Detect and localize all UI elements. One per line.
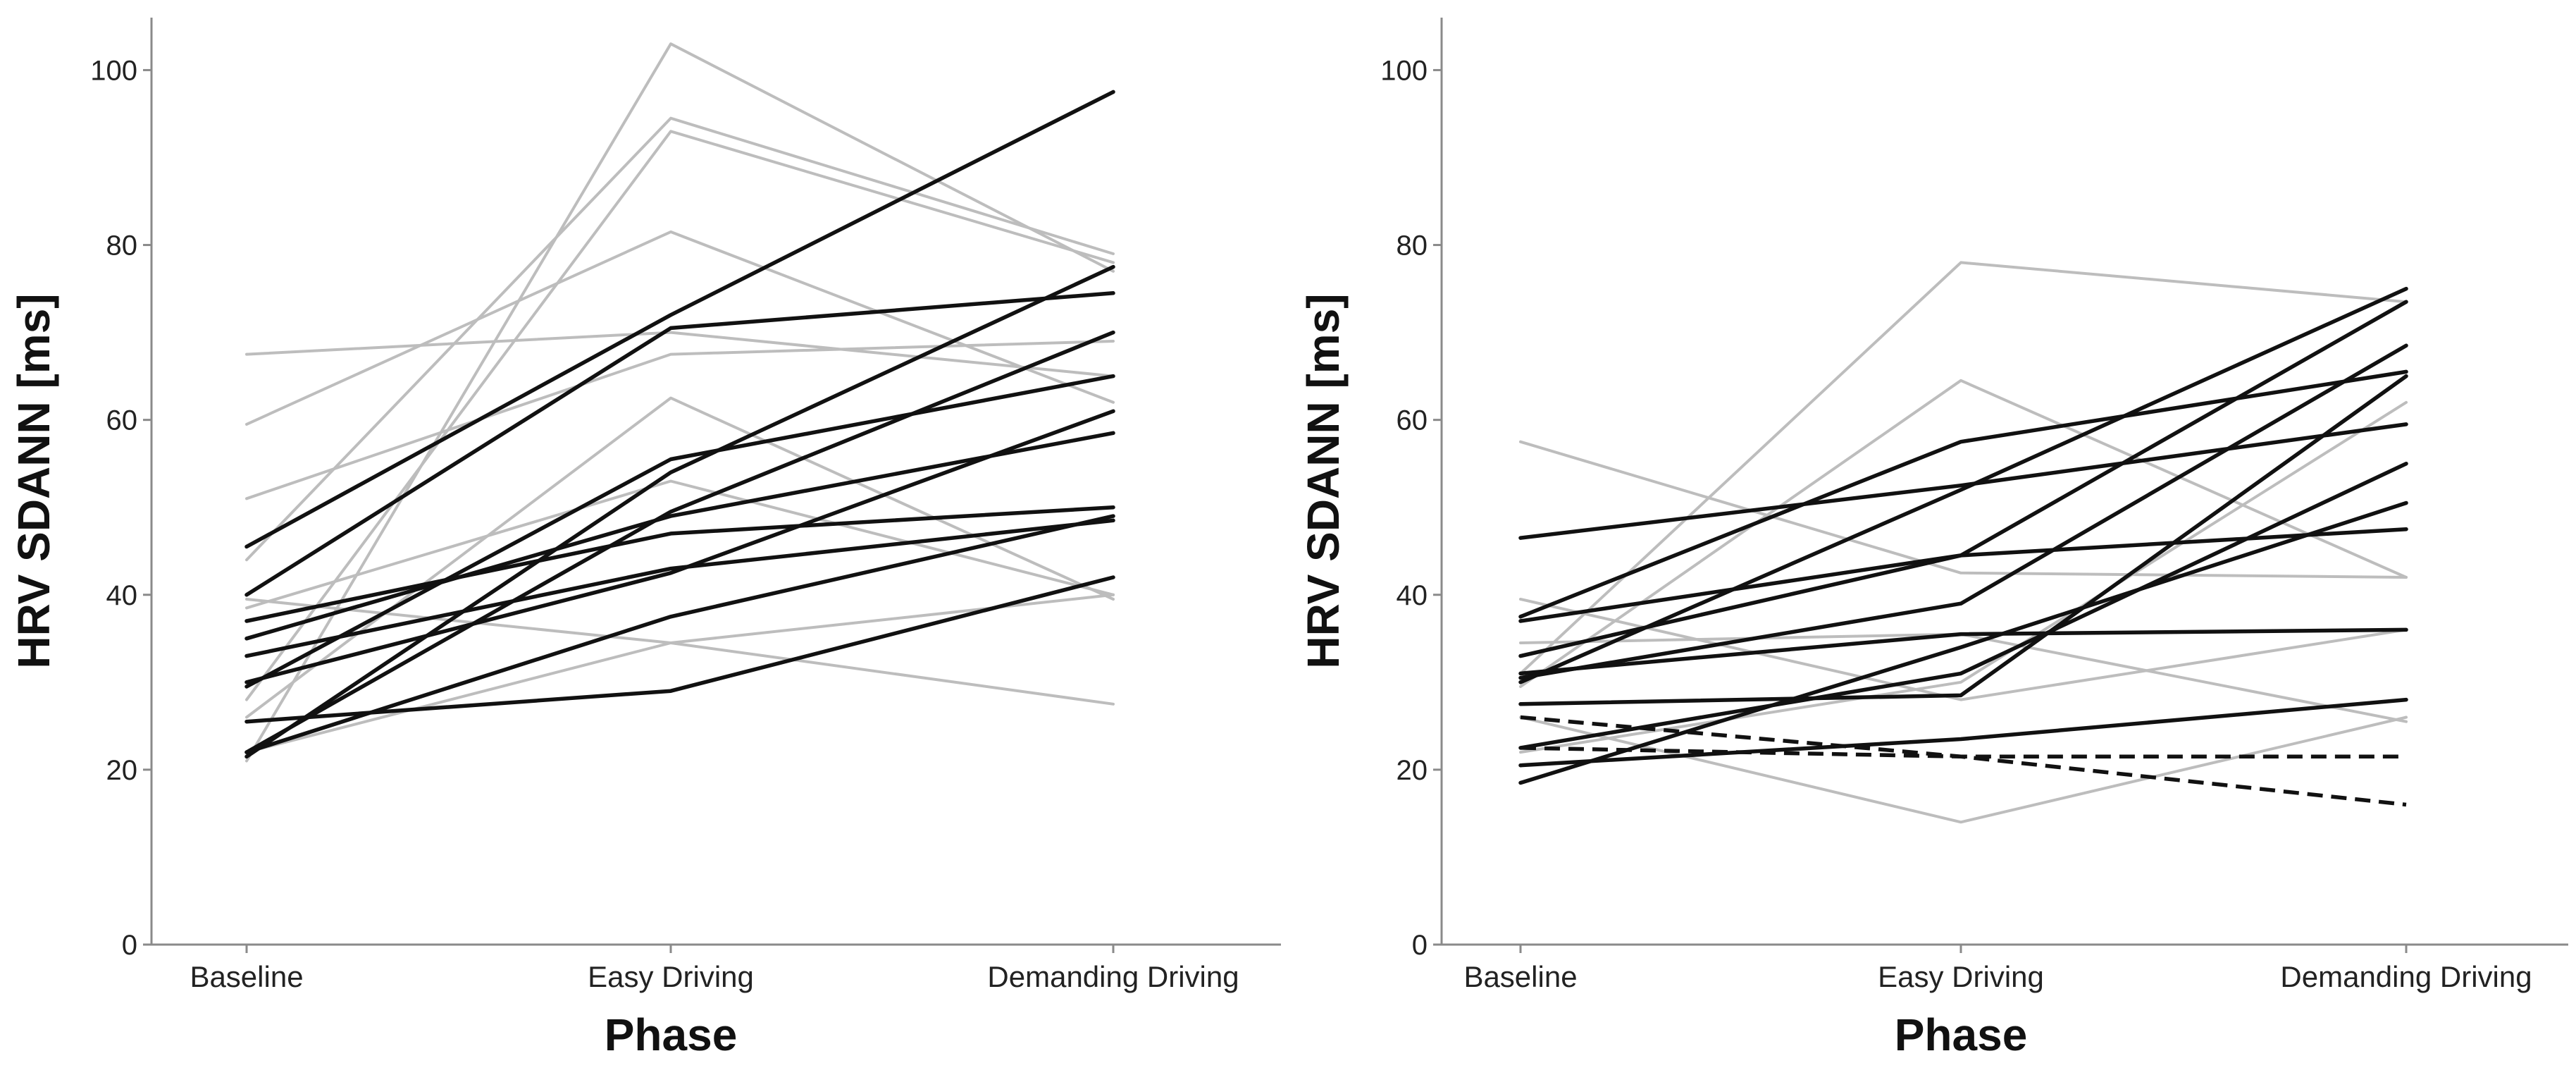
series-line-light-3 bbox=[245, 130, 1115, 701]
series-line-light-5 bbox=[1519, 598, 2408, 701]
ticks: 0 20 40 60 80 100 Baseline Easy Driving Demandin… bbox=[1380, 55, 2532, 993]
series-line-dark-5 bbox=[1518, 527, 2408, 658]
y-tick-label: 60 bbox=[1397, 405, 1428, 436]
series-line-dark-dashed-1 bbox=[1520, 715, 2407, 807]
axes bbox=[150, 18, 1281, 946]
axes bbox=[1440, 18, 2568, 946]
series-line-dark-2 bbox=[244, 291, 1115, 597]
x-tick-label: Baseline bbox=[190, 960, 303, 993]
series-line-light-2 bbox=[245, 116, 1115, 562]
y-tick-label: 100 bbox=[1380, 55, 1428, 86]
series-line-dark-2 bbox=[1518, 369, 2408, 619]
series-line-light-8 bbox=[245, 479, 1115, 610]
chart-left: 0 20 40 60 80 100 Baseline Easy Driving Demandin… bbox=[8, 18, 1281, 1060]
series-line-dark-9 bbox=[244, 518, 1115, 658]
series-line-dark-1 bbox=[1518, 422, 2408, 540]
x-tick-label: Baseline bbox=[1463, 960, 1577, 993]
series-line-dark-9 bbox=[1518, 461, 2408, 750]
series-line-dark-7 bbox=[244, 505, 1115, 623]
x-tick-label: Demanding Driving bbox=[2280, 960, 2532, 993]
series-line-dark-6 bbox=[244, 431, 1115, 641]
series-line-light-1 bbox=[245, 42, 1115, 763]
series-line-dark-10 bbox=[1518, 500, 2408, 785]
y-tick-label: 0 bbox=[1412, 930, 1428, 961]
series-lines bbox=[244, 42, 1115, 763]
series-line-light-3 bbox=[1519, 379, 2408, 688]
series-line-dark-11 bbox=[244, 575, 1115, 724]
series-lines bbox=[1518, 261, 2408, 824]
series-line-light-2 bbox=[1519, 261, 2408, 675]
y-tick-label: 0 bbox=[122, 930, 137, 961]
y-tick-label: 80 bbox=[1397, 231, 1428, 262]
series-line-dark-10 bbox=[244, 514, 1115, 754]
y-tick-label: 20 bbox=[1397, 755, 1428, 786]
y-tick-label: 100 bbox=[90, 55, 137, 86]
y-tick-label: 60 bbox=[106, 405, 138, 436]
y-tick-label: 40 bbox=[106, 580, 138, 611]
y-axis-title: HRV SDANN [ms] bbox=[8, 293, 59, 668]
series-line-dark-7 bbox=[1518, 627, 2408, 676]
y-axis-title: HRV SDANN [ms] bbox=[1298, 293, 1349, 668]
ticks: 0 20 40 60 80 100 Baseline Easy Driving Demandin… bbox=[90, 55, 1239, 993]
series-line-dark-11 bbox=[1518, 697, 2408, 768]
x-axis-title: Phase bbox=[605, 1009, 738, 1060]
series-line-dark-4 bbox=[244, 374, 1115, 689]
y-tick-label: 20 bbox=[106, 755, 138, 786]
series-line-dark-6 bbox=[1518, 343, 2408, 680]
series-line-dark-dashed-2 bbox=[1520, 746, 2406, 759]
series-line-dark-4 bbox=[1518, 286, 2408, 684]
series-line-light-6 bbox=[1519, 715, 2408, 824]
series-line-dark-8 bbox=[244, 409, 1115, 684]
y-tick-label: 40 bbox=[1397, 580, 1428, 611]
series-line-light-5 bbox=[245, 331, 1115, 378]
x-tick-label: Easy Driving bbox=[588, 960, 754, 993]
series-line-light-6 bbox=[245, 340, 1115, 500]
series-line-light-1 bbox=[1519, 440, 2408, 579]
series-line-dark-3 bbox=[244, 264, 1115, 759]
x-axis-title: Phase bbox=[1895, 1009, 2028, 1060]
series-line-dark-8 bbox=[1518, 374, 2408, 706]
y-tick-label: 80 bbox=[106, 231, 138, 262]
x-tick-label: Demanding Driving bbox=[987, 960, 1239, 993]
series-line-light-10 bbox=[245, 593, 1115, 754]
series-line-dark-5 bbox=[244, 330, 1115, 754]
series-line-dark-1 bbox=[244, 90, 1115, 549]
x-tick-label: Easy Driving bbox=[1878, 960, 2044, 993]
chart-right: 0 20 40 60 80 100 Baseline Easy Driving Demandin… bbox=[1298, 18, 2568, 1060]
